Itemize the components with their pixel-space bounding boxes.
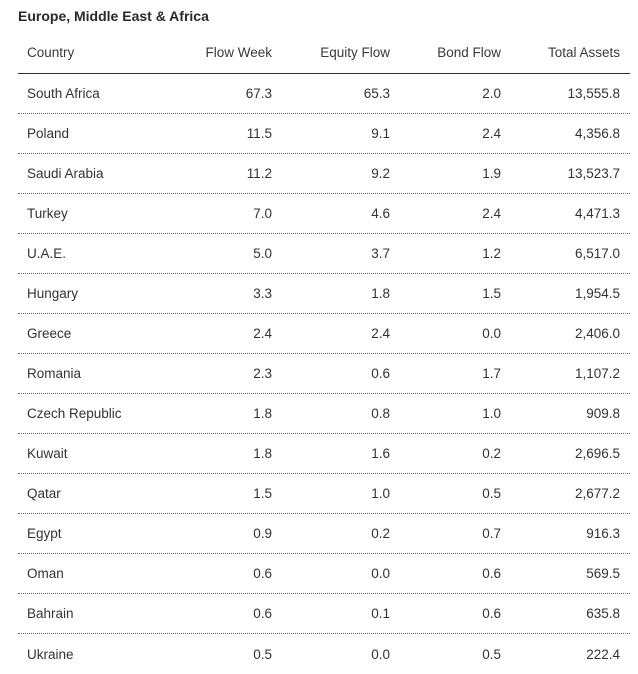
total-assets-cell: 916.3	[586, 526, 620, 541]
equity-flow-cell: 0.8	[371, 406, 390, 421]
total-assets-cell: 4,356.8	[574, 126, 620, 141]
bond-flow-cell: 2.0	[482, 86, 501, 101]
bond-flow-cell: 0.7	[482, 526, 501, 541]
equity-flow-cell: 4.6	[371, 206, 390, 221]
country-cell: Oman	[27, 566, 64, 581]
bond-flow-cell: 0.6	[482, 566, 501, 581]
bond-flow-cell: 2.4	[482, 126, 501, 141]
table-row: Hungary 3.3 1.8 1.5 1,954.5	[18, 274, 630, 314]
total-assets-cell: 2,696.5	[574, 446, 620, 461]
bond-flow-cell: 0.2	[482, 446, 501, 461]
bond-flow-cell: 1.5	[482, 286, 501, 301]
flow-week-cell: 67.3	[245, 86, 272, 101]
total-assets-cell: 6,517.0	[574, 246, 620, 261]
country-cell: Poland	[27, 126, 70, 141]
table-row: Kuwait 1.8 1.6 0.2 2,696.5	[18, 434, 630, 474]
flow-week-cell: 0.6	[253, 606, 272, 621]
bond-flow-cell: 1.7	[482, 366, 501, 381]
flow-week-cell: 2.3	[253, 366, 272, 381]
equity-flow-cell: 9.2	[371, 166, 390, 181]
equity-flow-cell: 9.1	[371, 126, 390, 141]
country-cell: South Africa	[27, 86, 100, 101]
country-cell: Bahrain	[27, 606, 74, 621]
total-assets-cell: 2,677.2	[574, 486, 620, 501]
flow-week-cell: 11.5	[246, 126, 272, 141]
equity-flow-cell: 3.7	[371, 246, 390, 261]
table-row: Czech Republic 1.8 0.8 1.0 909.8	[18, 394, 630, 434]
total-assets-cell: 1,954.5	[574, 286, 620, 301]
country-cell: Turkey	[27, 206, 68, 221]
country-cell: Qatar	[27, 486, 61, 501]
total-assets-cell: 1,107.2	[574, 366, 620, 381]
bond-flow-cell: 0.5	[482, 646, 501, 662]
flow-week-cell: 7.0	[253, 206, 272, 221]
flow-week-cell: 1.8	[253, 446, 272, 461]
column-header-bond-flow: Bond Flow	[437, 45, 501, 60]
bond-flow-cell: 0.5	[482, 486, 501, 501]
total-assets-cell: 2,406.0	[574, 326, 620, 341]
equity-flow-cell: 1.8	[371, 286, 390, 301]
table-header-row: Country Flow Week Equity Flow Bond Flow …	[18, 32, 630, 74]
total-assets-cell: 13,523.7	[567, 166, 620, 181]
table-row: U.A.E. 5.0 3.7 1.2 6,517.0	[18, 234, 630, 274]
country-cell: Greece	[27, 326, 72, 341]
country-cell: Kuwait	[27, 446, 68, 461]
column-header-flow-week: Flow Week	[205, 45, 272, 60]
country-cell: U.A.E.	[27, 246, 67, 261]
equity-flow-cell: 0.2	[371, 526, 390, 541]
equity-flow-cell: 65.3	[363, 86, 390, 101]
total-assets-cell: 13,555.8	[567, 86, 620, 101]
column-header-country: Country	[27, 45, 75, 60]
country-cell: Hungary	[27, 286, 79, 301]
country-cell: Egypt	[27, 526, 62, 541]
flow-week-cell: 2.4	[253, 326, 272, 341]
total-assets-cell: 635.8	[586, 606, 620, 621]
table-row: Oman 0.6 0.0 0.6 569.5	[18, 554, 630, 594]
table-row: Egypt 0.9 0.2 0.7 916.3	[18, 514, 630, 554]
country-cell: Ukraine	[27, 646, 74, 662]
flow-week-cell: 0.5	[253, 646, 272, 662]
table-row: Saudi Arabia 11.2 9.2 1.9 13,523.7	[18, 154, 630, 194]
table-row: Poland 11.5 9.1 2.4 4,356.8	[18, 114, 630, 154]
flow-week-cell: 3.3	[253, 286, 272, 301]
table-row: South Africa 67.3 65.3 2.0 13,555.8	[18, 74, 630, 114]
flow-week-cell: 0.9	[253, 526, 272, 541]
equity-flow-cell: 2.4	[371, 326, 390, 341]
flow-week-cell: 1.5	[253, 486, 272, 501]
table-body: South Africa 67.3 65.3 2.0 13,555.8 Poland 11.…	[18, 74, 630, 674]
bond-flow-cell: 0.0	[482, 326, 501, 341]
total-assets-cell: 222.4	[586, 646, 620, 662]
equity-flow-cell: 1.6	[371, 446, 390, 461]
table-row: Bahrain 0.6 0.1 0.6 635.8	[18, 594, 630, 634]
total-assets-cell: 569.5	[586, 566, 620, 581]
bond-flow-cell: 0.6	[482, 606, 501, 621]
column-header-total-assets: Total Assets	[547, 45, 620, 60]
bond-flow-cell: 2.4	[482, 206, 501, 221]
total-assets-cell: 4,471.3	[574, 206, 620, 221]
bond-flow-cell: 1.9	[482, 166, 501, 181]
flow-week-cell: 0.6	[253, 566, 272, 581]
data-table: Country Flow Week Equity Flow Bond Flow …	[18, 32, 630, 674]
table-row: Qatar 1.5 1.0 0.5 2,677.2	[18, 474, 630, 514]
table-row: Turkey 7.0 4.6 2.4 4,471.3	[18, 194, 630, 234]
flow-week-cell: 11.2	[246, 166, 272, 181]
equity-flow-cell: 0.1	[371, 606, 390, 621]
flow-week-cell: 5.0	[253, 246, 272, 261]
country-cell: Saudi Arabia	[27, 166, 104, 181]
country-cell: Czech Republic	[27, 406, 122, 421]
table-row: Romania 2.3 0.6 1.7 1,107.2	[18, 354, 630, 394]
bond-flow-cell: 1.0	[482, 406, 501, 421]
flow-week-cell: 1.8	[253, 406, 272, 421]
equity-flow-cell: 1.0	[371, 486, 390, 501]
total-assets-cell: 909.8	[586, 406, 620, 421]
table-row: Greece 2.4 2.4 0.0 2,406.0	[18, 314, 630, 354]
equity-flow-cell: 0.0	[371, 646, 390, 662]
table-title: Europe, Middle East & Africa	[18, 8, 209, 24]
bond-flow-cell: 1.2	[482, 246, 501, 261]
column-header-equity-flow: Equity Flow	[320, 45, 390, 60]
equity-flow-cell: 0.6	[371, 366, 390, 381]
equity-flow-cell: 0.0	[371, 566, 390, 581]
table-row: Ukraine 0.5 0.0 0.5 222.4	[18, 634, 630, 674]
country-cell: Romania	[27, 366, 82, 381]
